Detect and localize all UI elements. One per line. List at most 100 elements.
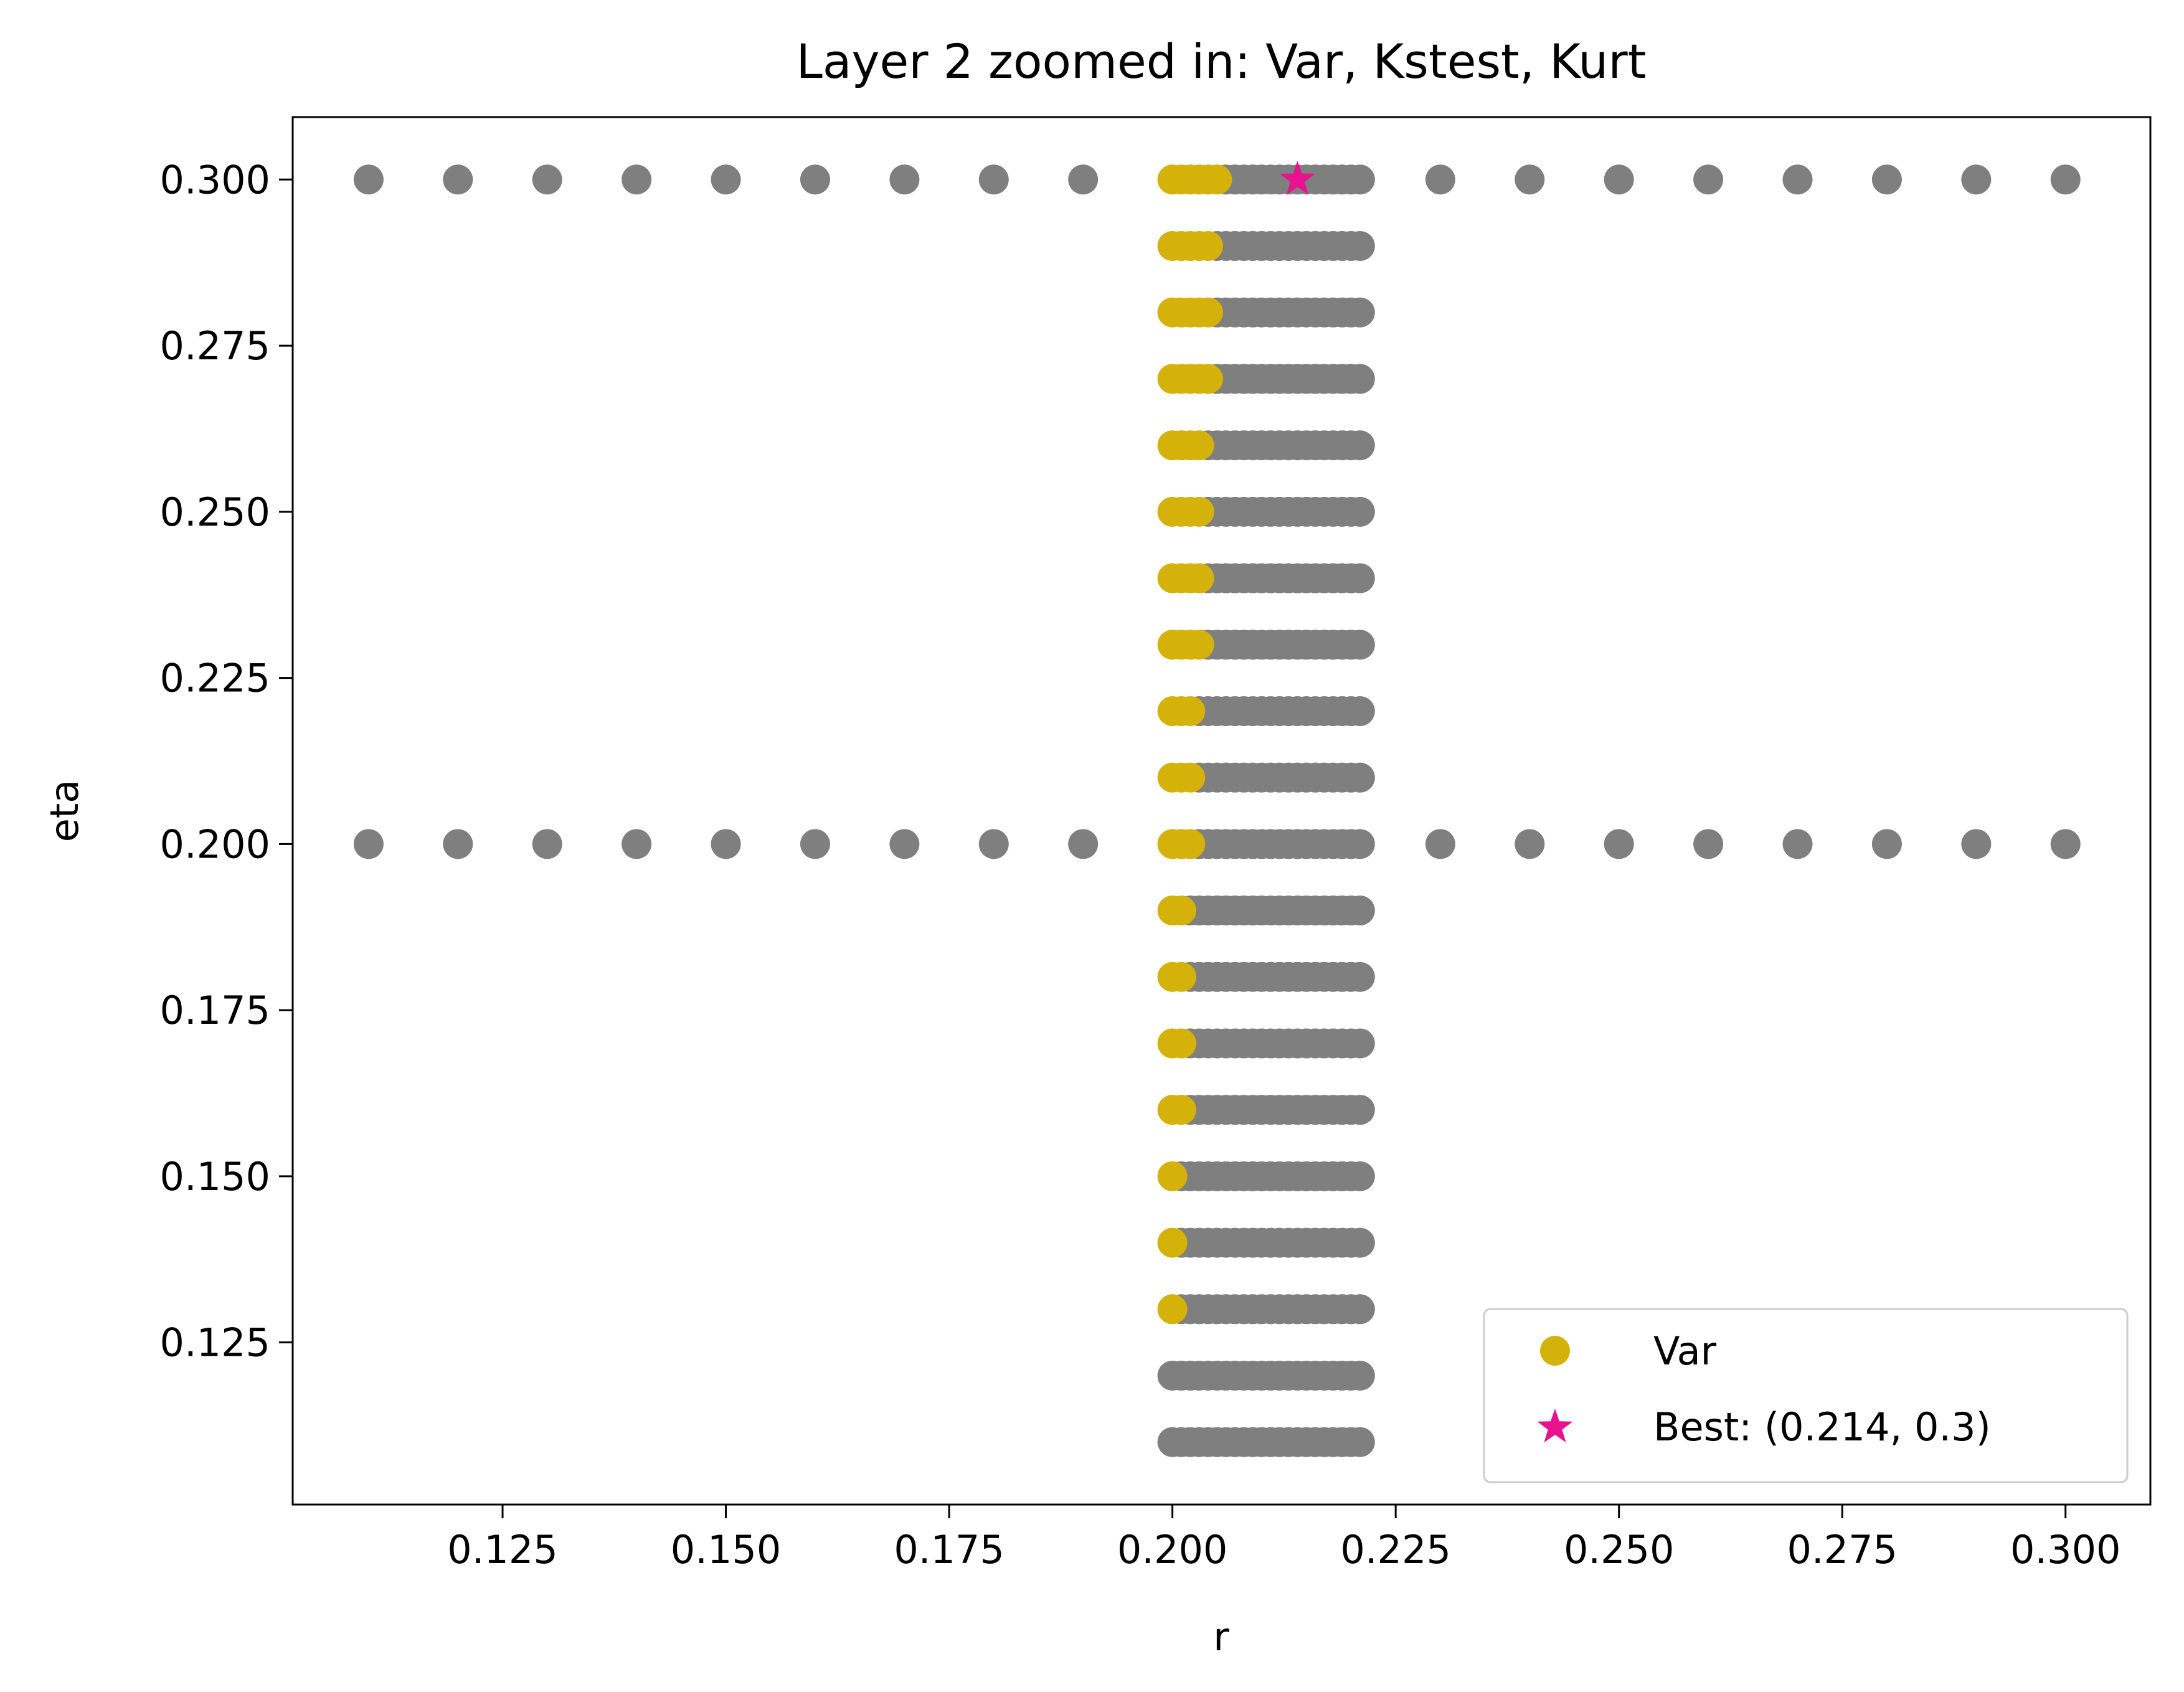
gray-point bbox=[978, 829, 1009, 859]
gray-point bbox=[1693, 829, 1724, 859]
gray-point bbox=[1345, 630, 1375, 660]
gray-point bbox=[1345, 1028, 1375, 1059]
legend: Var Best: (0.214, 0.3) bbox=[1483, 1308, 2129, 1483]
gray-point bbox=[1345, 829, 1375, 859]
gray-point bbox=[1604, 164, 1634, 195]
gray-point bbox=[1425, 829, 1455, 859]
gray-point bbox=[1345, 164, 1375, 195]
x-tick-label: 0.125 bbox=[447, 1527, 558, 1572]
x-tick-label: 0.200 bbox=[1117, 1527, 1228, 1572]
gray-point bbox=[1068, 829, 1099, 859]
gray-point bbox=[1345, 1095, 1375, 1125]
y-tick-label: 0.300 bbox=[160, 157, 271, 202]
best-point-star bbox=[1279, 161, 1315, 195]
gray-point bbox=[2050, 164, 2081, 195]
gray-point bbox=[1345, 1360, 1375, 1391]
gray-point bbox=[532, 829, 562, 859]
gray-point bbox=[1515, 829, 1545, 859]
y-tick-label: 0.150 bbox=[160, 1154, 271, 1199]
legend-best-marker bbox=[1537, 1409, 1573, 1443]
gray-point bbox=[1345, 1161, 1375, 1191]
gray-point bbox=[1345, 364, 1375, 394]
y-tick-label: 0.225 bbox=[160, 656, 271, 701]
var-point bbox=[1193, 364, 1223, 394]
x-tick-label: 0.175 bbox=[894, 1527, 1005, 1572]
x-tick-label: 0.300 bbox=[2010, 1527, 2121, 1572]
gray-point bbox=[622, 164, 652, 195]
gray-points-layer bbox=[353, 164, 2081, 1457]
legend-box bbox=[1483, 1308, 2129, 1483]
plot-area bbox=[293, 117, 2150, 1505]
legend-var-marker bbox=[1540, 1336, 1570, 1366]
gray-point bbox=[1345, 1227, 1375, 1258]
x-tick-label: 0.150 bbox=[671, 1527, 782, 1572]
x-tick-label: 0.275 bbox=[1787, 1527, 1898, 1572]
var-point bbox=[1193, 297, 1223, 328]
legend-best-label: Best: (0.214, 0.3) bbox=[1653, 1404, 1991, 1450]
gray-point bbox=[1068, 164, 1099, 195]
gray-point bbox=[353, 829, 384, 859]
gray-point bbox=[443, 829, 473, 859]
plot-frame bbox=[291, 116, 2152, 1506]
y-tick-label: 0.200 bbox=[160, 821, 271, 867]
gray-point bbox=[1782, 829, 1813, 859]
gray-point bbox=[1693, 164, 1724, 195]
y-tick-label: 0.250 bbox=[160, 489, 271, 535]
gray-point bbox=[1425, 164, 1455, 195]
gray-point bbox=[1961, 829, 1992, 859]
var-point bbox=[1184, 563, 1214, 593]
gray-point bbox=[353, 164, 384, 195]
gray-point bbox=[622, 829, 652, 859]
gray-point bbox=[800, 164, 830, 195]
gray-point bbox=[532, 164, 562, 195]
var-points-layer bbox=[1157, 164, 1232, 1325]
gray-point bbox=[800, 829, 830, 859]
var-point bbox=[1202, 164, 1232, 195]
x-axis: 0.125 0.150 0.175 0.200 0.225 0.250 0.275 0.300 bbox=[447, 1505, 2121, 1572]
gray-point bbox=[889, 164, 920, 195]
var-point bbox=[1157, 1294, 1188, 1325]
gray-point bbox=[1604, 829, 1634, 859]
gray-point bbox=[1345, 563, 1375, 593]
gray-point bbox=[978, 164, 1009, 195]
var-point bbox=[1193, 231, 1223, 262]
var-point bbox=[1166, 1095, 1196, 1125]
gray-point bbox=[1871, 829, 1902, 859]
gray-point bbox=[1345, 962, 1375, 992]
gray-point bbox=[2050, 829, 2081, 859]
best-point-layer bbox=[1279, 161, 1315, 195]
var-point bbox=[1166, 962, 1196, 992]
gray-point bbox=[1515, 164, 1545, 195]
gray-point bbox=[1345, 496, 1375, 527]
x-axis-label: r bbox=[1213, 1614, 1229, 1660]
gray-point bbox=[1345, 1427, 1375, 1457]
var-point bbox=[1175, 762, 1206, 793]
gray-point bbox=[1345, 896, 1375, 926]
var-point bbox=[1157, 1161, 1188, 1191]
gray-point bbox=[1345, 696, 1375, 726]
gray-point bbox=[1961, 164, 1992, 195]
x-tick-label: 0.250 bbox=[1564, 1527, 1675, 1572]
gray-point bbox=[1345, 231, 1375, 262]
gray-point bbox=[1782, 164, 1813, 195]
y-tick-label: 0.275 bbox=[160, 323, 271, 369]
gray-point bbox=[711, 164, 741, 195]
var-point bbox=[1175, 829, 1206, 859]
var-point bbox=[1184, 430, 1214, 461]
var-point bbox=[1175, 696, 1206, 726]
gray-point bbox=[1345, 762, 1375, 793]
y-tick-label: 0.175 bbox=[160, 988, 271, 1033]
var-point bbox=[1184, 496, 1214, 527]
gray-point bbox=[1345, 430, 1375, 461]
chart-title: Layer 2 zoomed in: Var, Kstest, Kurt bbox=[797, 34, 1647, 89]
gray-point bbox=[1345, 297, 1375, 328]
gray-point bbox=[443, 164, 473, 195]
x-tick-label: 0.225 bbox=[1340, 1527, 1451, 1572]
y-tick-label: 0.125 bbox=[160, 1320, 271, 1366]
gray-point bbox=[889, 829, 920, 859]
y-axis: 0.125 0.150 0.175 0.200 0.225 0.250 0.275 0.300 bbox=[160, 157, 293, 1366]
gray-point bbox=[711, 829, 741, 859]
var-point bbox=[1157, 1227, 1188, 1258]
var-point bbox=[1184, 630, 1214, 660]
legend-var-label: Var bbox=[1653, 1328, 1717, 1374]
